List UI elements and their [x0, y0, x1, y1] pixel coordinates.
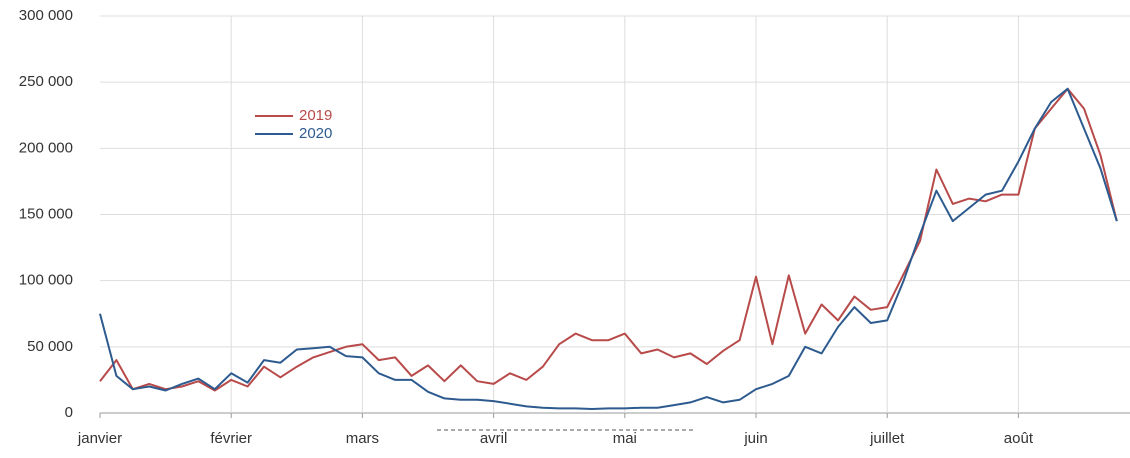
y-tick-label: 200 000 [19, 139, 73, 156]
x-tick-label: avril [480, 430, 508, 447]
x-tick-label: mars [346, 430, 379, 447]
y-tick-label: 150 000 [19, 205, 73, 222]
legend-label: 2019 [299, 107, 332, 124]
y-tick-label: 250 000 [19, 73, 73, 90]
series-line [99, 87, 1118, 410]
legend-label: 2020 [299, 125, 332, 142]
x-tick-label: janvier [77, 430, 122, 447]
x-tick-label: mai [613, 430, 637, 447]
y-tick-label: 100 000 [19, 272, 73, 289]
series-line [99, 87, 1118, 392]
x-tick-label: février [210, 430, 252, 447]
y-tick-label: 300 000 [19, 7, 73, 24]
y-tick-label: 0 [65, 404, 73, 421]
x-tick-label: juillet [869, 430, 905, 447]
y-tick-label: 50 000 [27, 338, 73, 355]
x-tick-label: août [1004, 430, 1034, 447]
x-tick-label: juin [743, 430, 767, 447]
